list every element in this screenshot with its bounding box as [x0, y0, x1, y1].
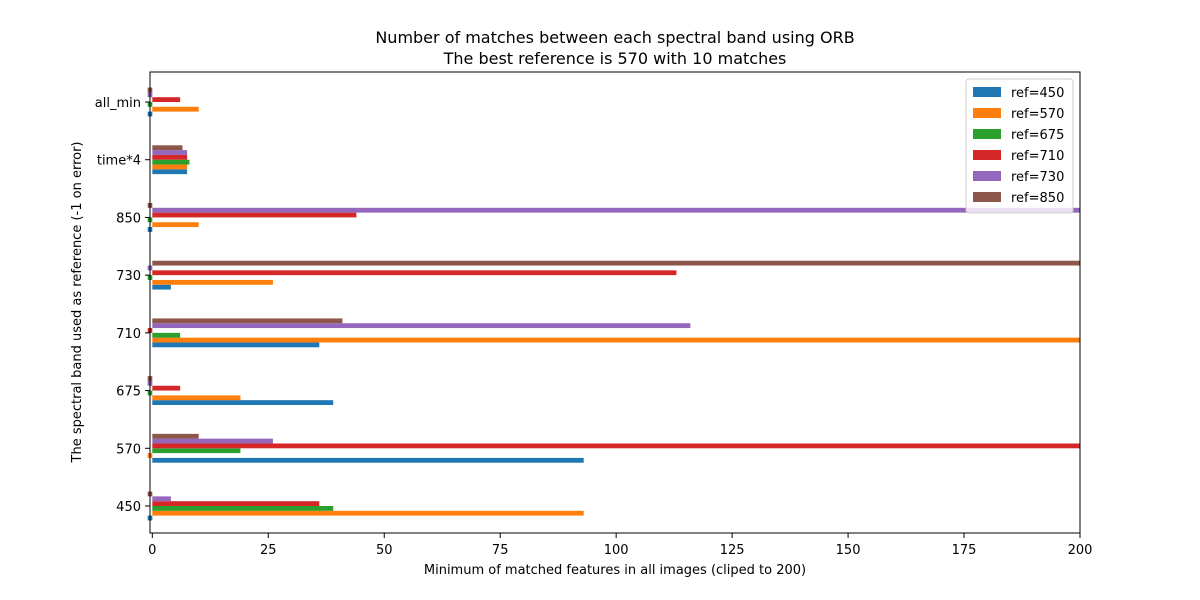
bar-ref-450-730 [152, 284, 171, 290]
y-tick-label: time*4 [97, 154, 141, 169]
y-tick-label: 570 [116, 442, 141, 457]
bar-ref-710-675 [152, 385, 181, 391]
bar-ref-710-570 [152, 443, 1080, 449]
legend-swatch [973, 150, 1001, 160]
bar-ref-710-all_min [152, 97, 181, 102]
bar-ref-450-timex4 [152, 169, 188, 175]
chart-title-line-1: Number of matches between each spectral … [375, 28, 854, 47]
x-tick-label: 75 [492, 543, 509, 558]
bar-ref-570-710 [152, 337, 1080, 343]
x-tick-label: 125 [720, 543, 745, 558]
legend-entry-label: ref=710 [1011, 149, 1064, 164]
y-axis-label: The spectral band used as reference (-1 … [70, 142, 85, 464]
bar-ref-675-570 [152, 448, 241, 454]
x-tick-label: 100 [604, 543, 629, 558]
legend-swatch [973, 129, 1001, 139]
bar-ref-570-all_min [152, 106, 199, 112]
y-tick-label: 730 [116, 269, 141, 284]
legend-entry-label: ref=730 [1011, 170, 1064, 185]
bar-ref-850-timex4 [152, 145, 183, 151]
chart-title-line-2: The best reference is 570 with 10 matche… [443, 49, 787, 68]
bar-ref-730-timex4 [152, 150, 188, 155]
bar-ref-450-710 [152, 342, 320, 348]
bar-ref-730-570 [152, 438, 273, 444]
x-tick-label: 25 [260, 543, 277, 558]
legend-swatch [973, 87, 1001, 97]
x-axis-label: Minimum of matched features in all image… [424, 563, 806, 578]
x-tick-label: 50 [376, 543, 393, 558]
bar-ref-710-850 [152, 212, 357, 218]
bar-ref-730-710 [152, 323, 691, 329]
bar-ref-570-timex4 [152, 164, 188, 170]
legend-entry-label: ref=850 [1011, 191, 1064, 206]
x-tick-label: 150 [836, 543, 861, 558]
bar-ref-675-450 [152, 506, 334, 511]
y-tick-label: 450 [116, 500, 141, 515]
legend-swatch [973, 108, 1001, 118]
bar-ref-570-675 [152, 395, 241, 401]
bar-ref-730-850 [152, 207, 1080, 213]
bar-ref-570-850 [152, 222, 199, 228]
x-tick-label: 0 [148, 543, 156, 558]
bar-ref-730-450 [152, 496, 171, 502]
y-axis-ticks: 450 570 675 710 730 850 time*4 all_min [95, 96, 150, 515]
bar-ref-450-570 [152, 457, 584, 463]
y-tick-label: 675 [116, 385, 141, 400]
bars-layer [147, 87, 1080, 521]
bar-ref-570-730 [152, 279, 273, 285]
legend-entry-label: ref=450 [1011, 86, 1064, 101]
x-tick-label: 200 [1068, 543, 1093, 558]
bar-ref-675-710 [152, 332, 181, 338]
bar-ref-850-570 [152, 433, 199, 439]
bar-ref-675-timex4 [152, 159, 190, 165]
bar-ref-850-710 [152, 318, 343, 324]
bar-ref-710-450 [152, 501, 320, 506]
y-tick-label: 850 [116, 211, 141, 226]
x-axis-ticks: 0 25 50 75 100 125 150 175 200 [148, 533, 1092, 558]
legend-swatch [973, 171, 1001, 181]
plot-area-frame [149, 71, 1081, 534]
bar-ref-450-675 [152, 400, 334, 405]
bar-ref-850-730 [152, 260, 1080, 266]
legend: ref=450 ref=570 ref=675 ref=710 ref=730 ref=8… [965, 78, 1074, 214]
legend-entry-label: ref=570 [1011, 107, 1064, 122]
bar-ref-710-730 [152, 270, 677, 276]
y-tick-label: all_min [95, 96, 141, 111]
legend-entry-label: ref=675 [1011, 128, 1064, 143]
legend-swatch [973, 192, 1001, 202]
bar-ref-570-450 [152, 510, 584, 516]
bar-ref-710-timex4 [152, 154, 188, 160]
x-tick-label: 175 [952, 543, 977, 558]
y-tick-label: 710 [116, 327, 141, 342]
